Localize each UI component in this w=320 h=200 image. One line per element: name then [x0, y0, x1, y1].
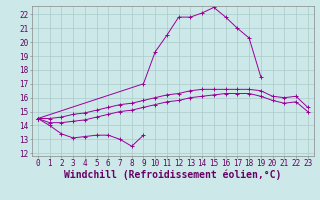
X-axis label: Windchill (Refroidissement éolien,°C): Windchill (Refroidissement éolien,°C): [64, 170, 282, 180]
